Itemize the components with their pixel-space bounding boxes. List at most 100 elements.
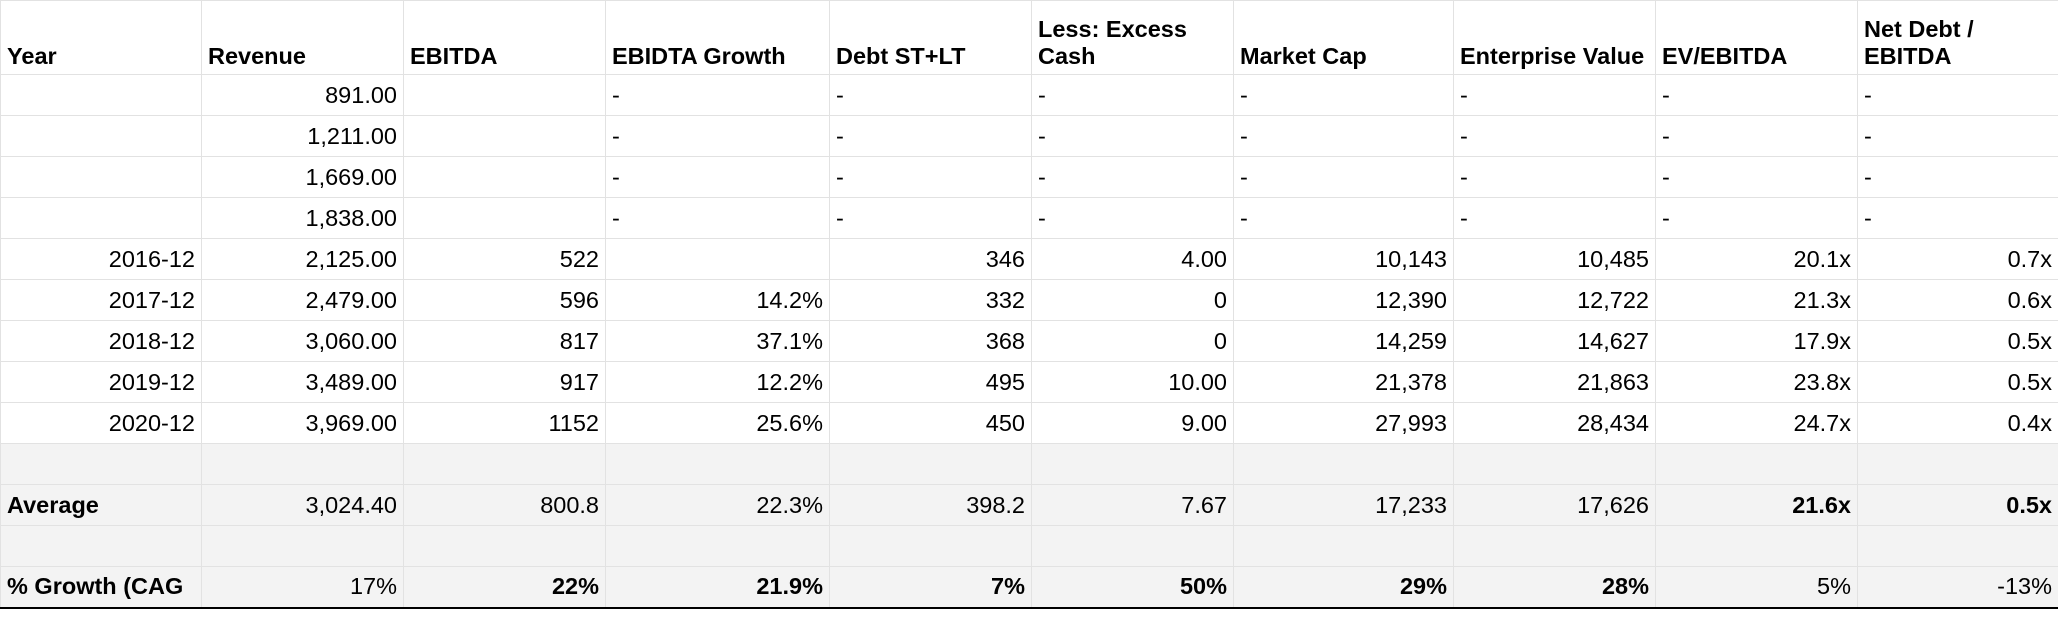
growth-excess-cash[interactable]: 50% <box>1031 566 1234 609</box>
table-cell[interactable]: 9.00 <box>1031 402 1234 444</box>
average-ebitda[interactable]: 800.8 <box>403 484 606 526</box>
growth-enterprise-value[interactable]: 28% <box>1453 566 1656 609</box>
table-cell[interactable] <box>403 156 606 198</box>
growth-ev-ebitda[interactable]: 5% <box>1655 566 1858 609</box>
table-cell[interactable]: 495 <box>829 361 1032 403</box>
table-cell[interactable] <box>201 443 404 485</box>
table-cell[interactable]: 522 <box>403 238 606 280</box>
table-cell[interactable]: 917 <box>403 361 606 403</box>
growth-market-cap[interactable]: 29% <box>1233 566 1454 609</box>
table-cell[interactable]: 891.00 <box>201 74 404 116</box>
header-ebitda[interactable]: EBITDA <box>403 0 606 75</box>
table-cell[interactable]: 1,211.00 <box>201 115 404 157</box>
header-excess-cash[interactable]: Less: Excess Cash <box>1031 0 1234 75</box>
table-cell[interactable]: - <box>1233 115 1454 157</box>
table-cell[interactable]: - <box>1233 197 1454 239</box>
table-cell[interactable] <box>605 443 830 485</box>
table-cell[interactable] <box>0 156 202 198</box>
table-cell[interactable] <box>1655 525 1858 567</box>
table-cell[interactable] <box>1233 443 1454 485</box>
table-cell[interactable]: - <box>1655 197 1858 239</box>
table-cell[interactable]: 2018-12 <box>0 320 202 362</box>
table-cell[interactable]: - <box>1857 197 2058 239</box>
table-cell[interactable]: - <box>1453 74 1656 116</box>
table-cell[interactable] <box>1453 525 1656 567</box>
table-cell[interactable]: 14,627 <box>1453 320 1656 362</box>
table-cell[interactable]: - <box>605 74 830 116</box>
table-cell[interactable]: 20.1x <box>1655 238 1858 280</box>
table-cell[interactable]: 12.2% <box>605 361 830 403</box>
table-cell[interactable] <box>1453 443 1656 485</box>
table-cell[interactable]: 10.00 <box>1031 361 1234 403</box>
table-cell[interactable] <box>403 74 606 116</box>
table-cell[interactable] <box>403 197 606 239</box>
growth-ebitda[interactable]: 22% <box>403 566 606 609</box>
table-cell[interactable]: - <box>1857 156 2058 198</box>
table-cell[interactable]: - <box>829 197 1032 239</box>
table-cell[interactable]: 1,669.00 <box>201 156 404 198</box>
average-debt[interactable]: 398.2 <box>829 484 1032 526</box>
table-cell[interactable]: 0.6x <box>1857 279 2058 321</box>
growth-label[interactable]: % Growth (CAG <box>0 566 202 609</box>
table-cell[interactable]: - <box>605 115 830 157</box>
table-cell[interactable]: - <box>1031 197 1234 239</box>
table-cell[interactable]: 0.4x <box>1857 402 2058 444</box>
header-market-cap[interactable]: Market Cap <box>1233 0 1454 75</box>
table-cell[interactable] <box>0 74 202 116</box>
table-cell[interactable]: 1152 <box>403 402 606 444</box>
table-cell[interactable] <box>403 525 606 567</box>
average-enterprise-value[interactable]: 17,626 <box>1453 484 1656 526</box>
header-year[interactable]: Year <box>0 0 202 75</box>
table-cell[interactable] <box>1031 525 1234 567</box>
average-market-cap[interactable]: 17,233 <box>1233 484 1454 526</box>
header-ebitda-growth[interactable]: EBIDTA Growth <box>605 0 830 75</box>
table-cell[interactable]: 450 <box>829 402 1032 444</box>
growth-debt[interactable]: 7% <box>829 566 1032 609</box>
table-cell[interactable]: 596 <box>403 279 606 321</box>
table-cell[interactable]: 2,125.00 <box>201 238 404 280</box>
table-cell[interactable] <box>1031 443 1234 485</box>
table-cell[interactable] <box>403 115 606 157</box>
table-cell[interactable]: - <box>1655 156 1858 198</box>
table-cell[interactable]: 12,722 <box>1453 279 1656 321</box>
table-cell[interactable]: 2016-12 <box>0 238 202 280</box>
table-cell[interactable]: - <box>1453 197 1656 239</box>
table-cell[interactable]: 0.5x <box>1857 320 2058 362</box>
table-cell[interactable]: - <box>605 156 830 198</box>
table-cell[interactable]: 28,434 <box>1453 402 1656 444</box>
average-ev-ebitda[interactable]: 21.6x <box>1655 484 1858 526</box>
table-cell[interactable]: 21,863 <box>1453 361 1656 403</box>
table-cell[interactable]: - <box>829 74 1032 116</box>
table-cell[interactable]: 1,838.00 <box>201 197 404 239</box>
header-debt[interactable]: Debt ST+LT <box>829 0 1032 75</box>
table-cell[interactable]: 3,060.00 <box>201 320 404 362</box>
table-cell[interactable] <box>0 443 202 485</box>
table-cell[interactable]: - <box>605 197 830 239</box>
table-cell[interactable]: 3,969.00 <box>201 402 404 444</box>
table-cell[interactable]: - <box>1655 115 1858 157</box>
table-cell[interactable] <box>403 443 606 485</box>
table-cell[interactable] <box>0 525 202 567</box>
table-cell[interactable] <box>0 115 202 157</box>
table-cell[interactable]: 4.00 <box>1031 238 1234 280</box>
table-cell[interactable]: 332 <box>829 279 1032 321</box>
table-cell[interactable] <box>605 238 830 280</box>
table-cell[interactable]: 17.9x <box>1655 320 1858 362</box>
table-cell[interactable]: - <box>1655 74 1858 116</box>
table-cell[interactable] <box>1857 443 2058 485</box>
table-cell[interactable] <box>1857 525 2058 567</box>
table-cell[interactable]: - <box>829 115 1032 157</box>
table-cell[interactable]: 2,479.00 <box>201 279 404 321</box>
table-cell[interactable]: 27,993 <box>1233 402 1454 444</box>
table-cell[interactable]: 24.7x <box>1655 402 1858 444</box>
header-revenue[interactable]: Revenue <box>201 0 404 75</box>
table-cell[interactable]: 21.3x <box>1655 279 1858 321</box>
table-cell[interactable] <box>829 443 1032 485</box>
table-cell[interactable]: 368 <box>829 320 1032 362</box>
table-cell[interactable]: - <box>1031 115 1234 157</box>
header-net-debt-ebitda[interactable]: Net Debt / EBITDA <box>1857 0 2058 75</box>
table-cell[interactable]: 12,390 <box>1233 279 1454 321</box>
table-cell[interactable]: 14.2% <box>605 279 830 321</box>
table-cell[interactable]: - <box>829 156 1032 198</box>
average-net-debt-ebitda[interactable]: 0.5x <box>1857 484 2058 526</box>
